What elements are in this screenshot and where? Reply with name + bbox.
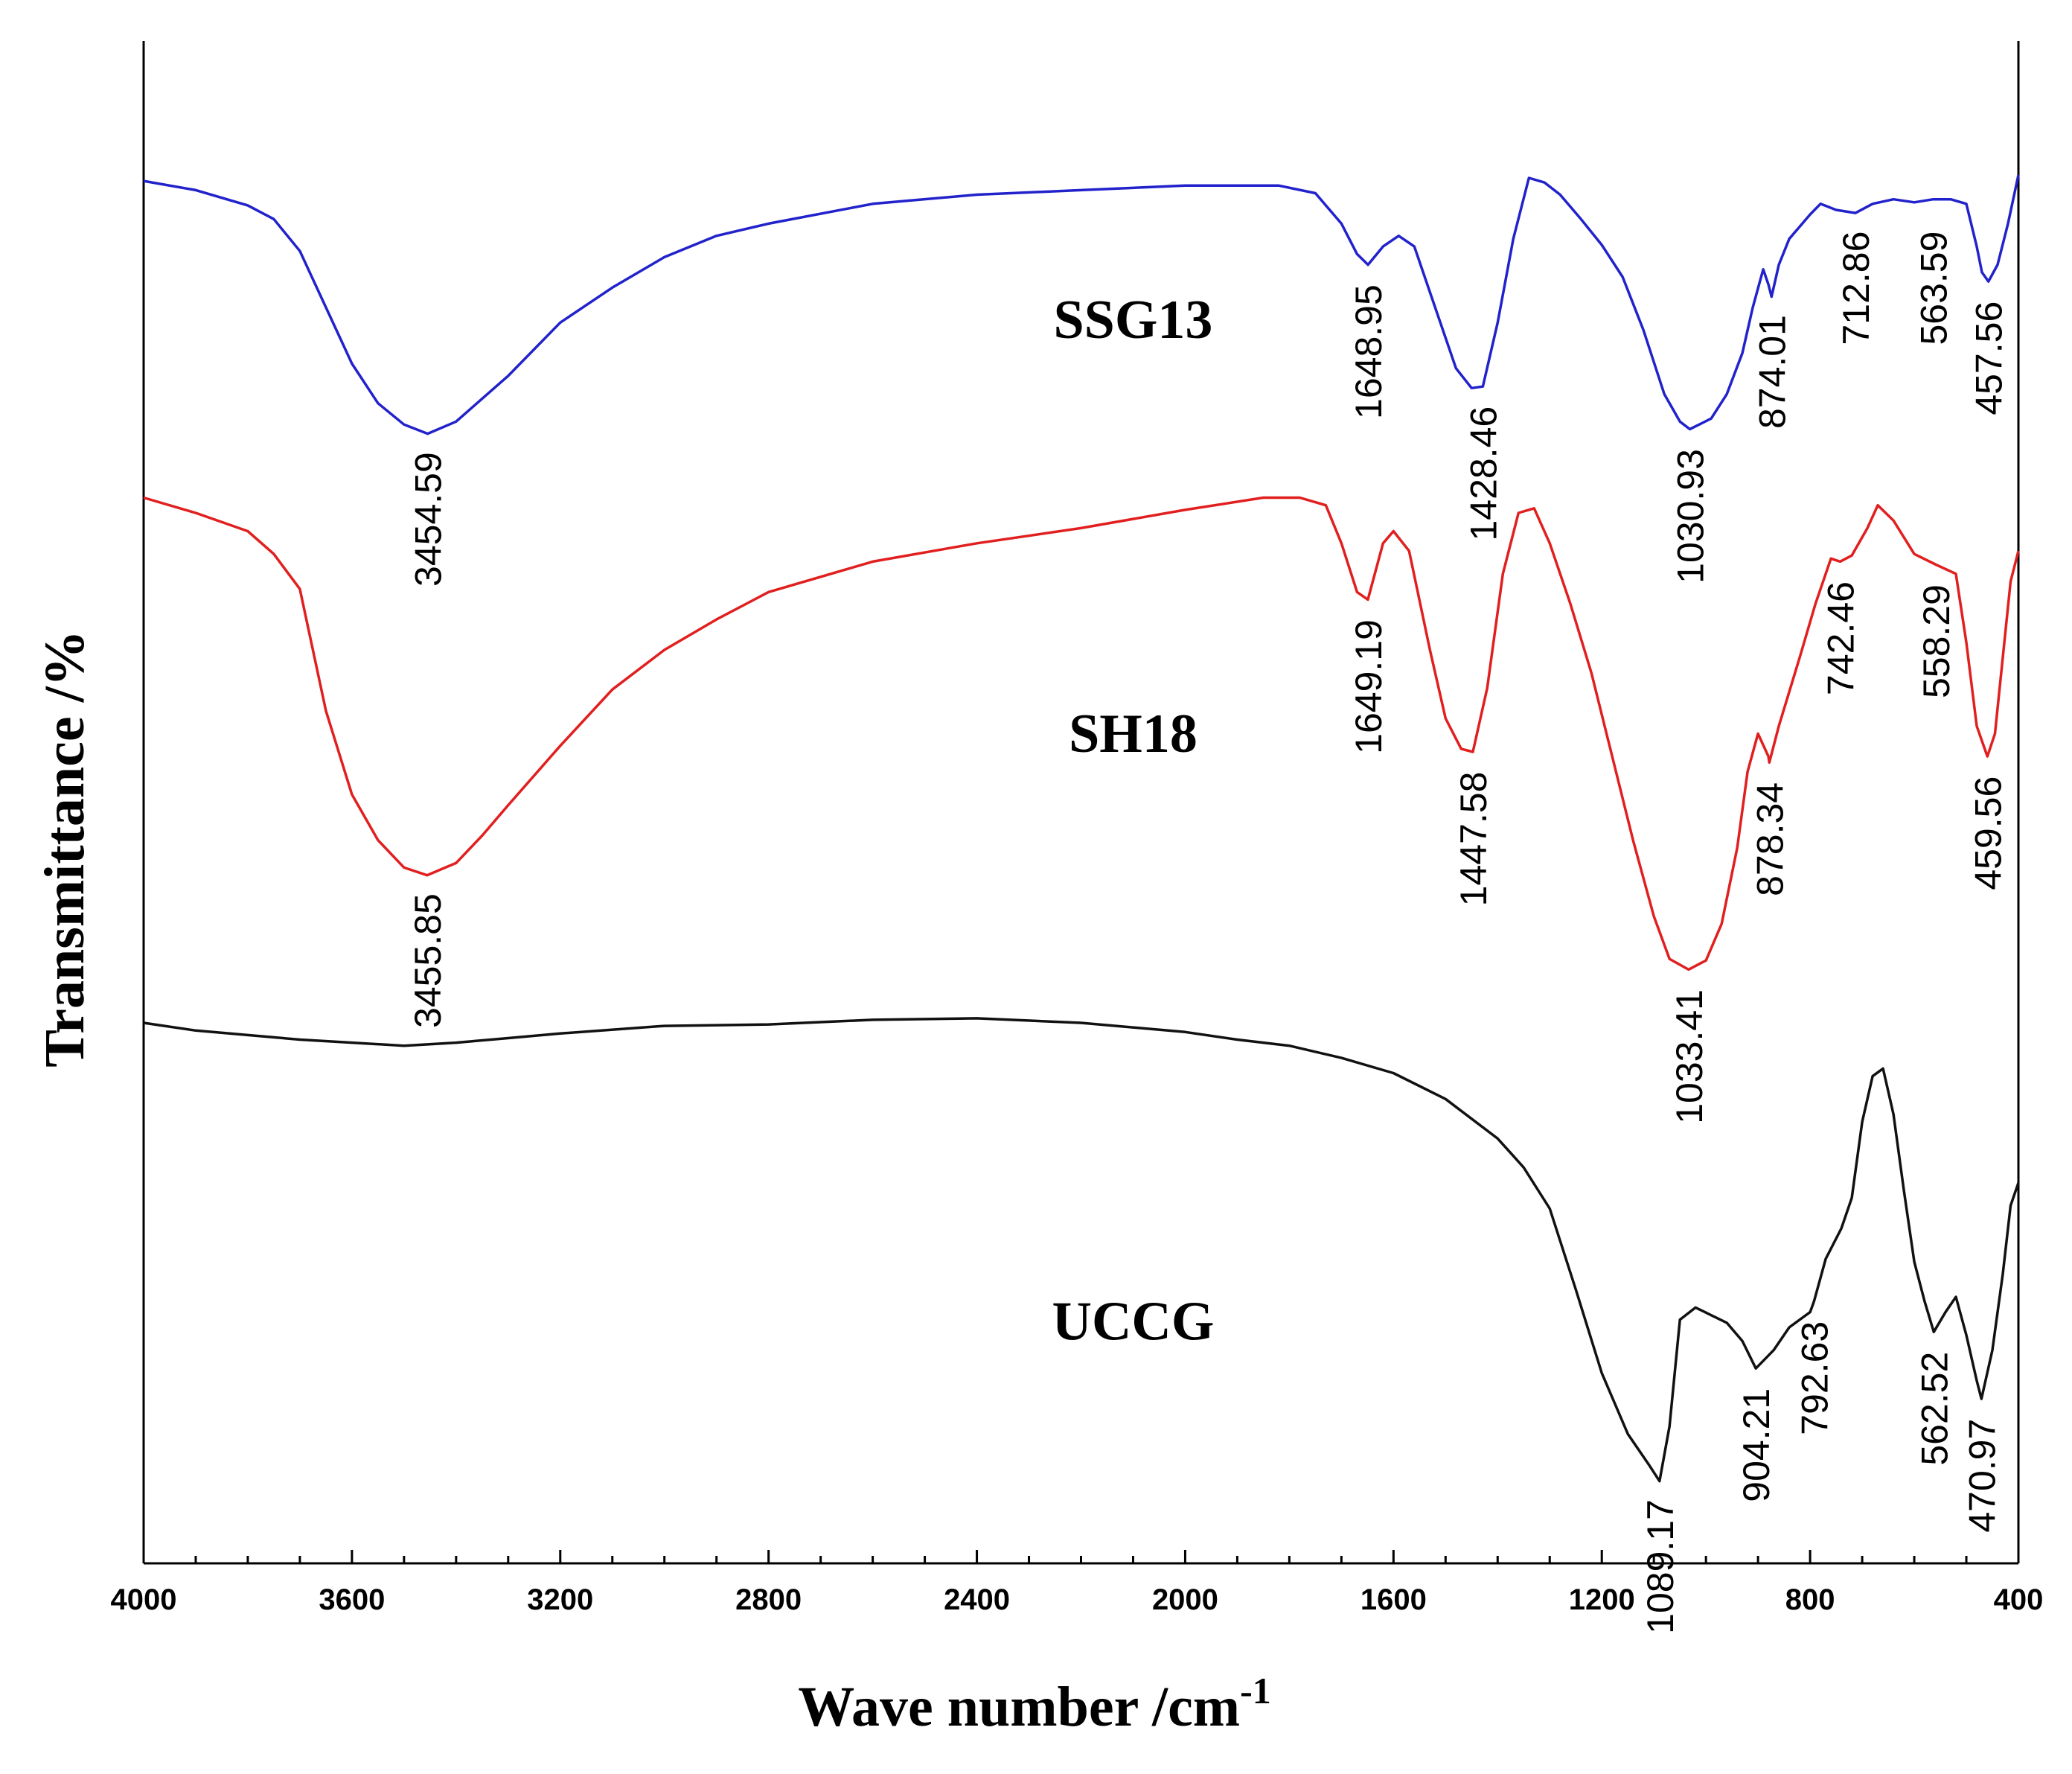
series-line-sh18: [143, 496, 2020, 971]
y-axis-title: Transmittance /%: [33, 630, 96, 1068]
series-label-layer: SSG13 SH18 UCCG: [1052, 290, 1215, 1353]
x-axis-ticks: 4000 3600 3200 2800 2400 2000 1600 1200 800 400: [111, 1550, 2044, 1616]
peak-label-layer: 3454.59 1648.95 1428.46 1030.93 874.01 712.86…: [407, 232, 2010, 1634]
peak-label: 457.56: [1969, 301, 2010, 415]
x-tick-label: 3600: [319, 1583, 385, 1616]
peak-label: 1089.17: [1640, 1499, 1681, 1634]
x-tick-label: 3200: [527, 1583, 593, 1616]
x-axis-title-superscript: -1: [1240, 1670, 1271, 1711]
x-tick-label: 2400: [944, 1583, 1010, 1616]
x-tick-label: 2000: [1152, 1583, 1218, 1616]
peak-label: 874.01: [1751, 315, 1793, 429]
peak-label: 1030.93: [1670, 449, 1712, 584]
peak-label: 1428.46: [1462, 406, 1504, 541]
x-axis-title: Wave number /cm-1: [798, 1670, 1271, 1738]
peak-label: 558.29: [1916, 584, 1957, 698]
peak-label: 878.34: [1749, 782, 1791, 896]
series-label-uccg: UCCG: [1052, 1291, 1215, 1352]
series-label-ssg13: SSG13: [1054, 290, 1213, 351]
x-tick-label: 2800: [735, 1583, 802, 1616]
x-axis-title-main: Wave number /cm: [798, 1676, 1240, 1738]
x-tick-label: 800: [1785, 1583, 1835, 1616]
series-layer: [143, 174, 2020, 1483]
series-line-uccg: [143, 1017, 2020, 1483]
peak-label: 470.97: [1961, 1419, 2003, 1533]
peak-label: 1648.95: [1348, 284, 1390, 419]
series-label-sh18: SH18: [1069, 703, 1198, 765]
x-tick-label: 400: [1994, 1583, 2044, 1616]
peak-label: 792.63: [1794, 1321, 1835, 1435]
peak-label: 563.59: [1913, 232, 1955, 345]
peak-label: 742.46: [1820, 581, 1861, 695]
peak-label: 459.56: [1967, 776, 2009, 890]
peak-label: 1649.19: [1348, 619, 1390, 754]
peak-label: 904.21: [1736, 1388, 1777, 1502]
x-tick-label: 1600: [1360, 1583, 1427, 1616]
peak-label: 3454.59: [408, 452, 450, 587]
peak-label: 1447.58: [1453, 772, 1494, 907]
peak-label: 562.52: [1913, 1352, 1955, 1466]
x-tick-label: 4000: [111, 1583, 177, 1616]
peak-label: 712.86: [1835, 232, 1877, 345]
series-line-ssg13: [143, 174, 2020, 435]
peak-label: 3455.85: [407, 893, 449, 1028]
x-tick-label: 1200: [1569, 1583, 1635, 1616]
peak-label: 1033.41: [1669, 989, 1710, 1124]
